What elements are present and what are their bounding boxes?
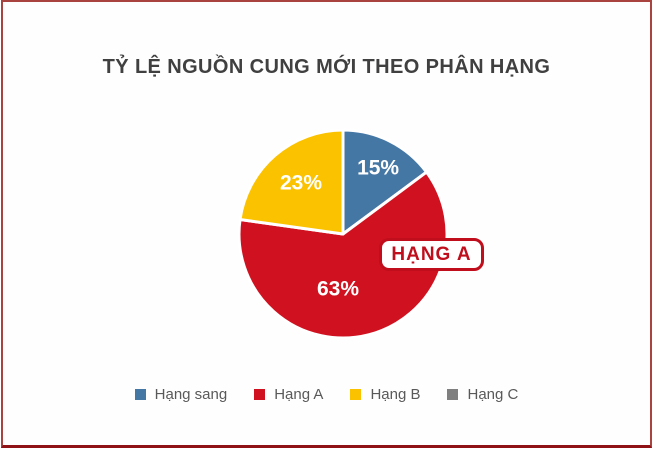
pie-chart: 15% 63% 23% xyxy=(3,2,656,451)
legend-swatch-hang-a xyxy=(254,389,265,400)
legend-item-hang-c: Hạng C xyxy=(447,386,518,403)
legend-label-hang-b: Hạng B xyxy=(370,386,420,403)
legend-label-hang-c: Hạng C xyxy=(467,386,518,403)
hang-a-callout-badge: HẠNG A xyxy=(379,238,484,271)
legend-swatch-hang-c xyxy=(447,389,458,400)
slice-value-label-hang-a: 63% xyxy=(317,277,359,300)
legend-item-hang-b: Hạng B xyxy=(350,386,420,403)
legend-item-hang-a: Hạng A xyxy=(254,386,323,403)
legend: Hạng sang Hạng A Hạng B Hạng C xyxy=(3,386,650,403)
slice-value-label-hang-sang: 15% xyxy=(357,156,399,179)
slice-value-label-hang-b: 23% xyxy=(280,172,322,195)
legend-swatch-hang-b xyxy=(350,389,361,400)
legend-swatch-hang-sang xyxy=(135,389,146,400)
legend-label-hang-sang: Hạng sang xyxy=(155,386,228,403)
legend-label-hang-a: Hạng A xyxy=(274,386,323,403)
legend-item-hang-sang: Hạng sang xyxy=(135,386,228,403)
